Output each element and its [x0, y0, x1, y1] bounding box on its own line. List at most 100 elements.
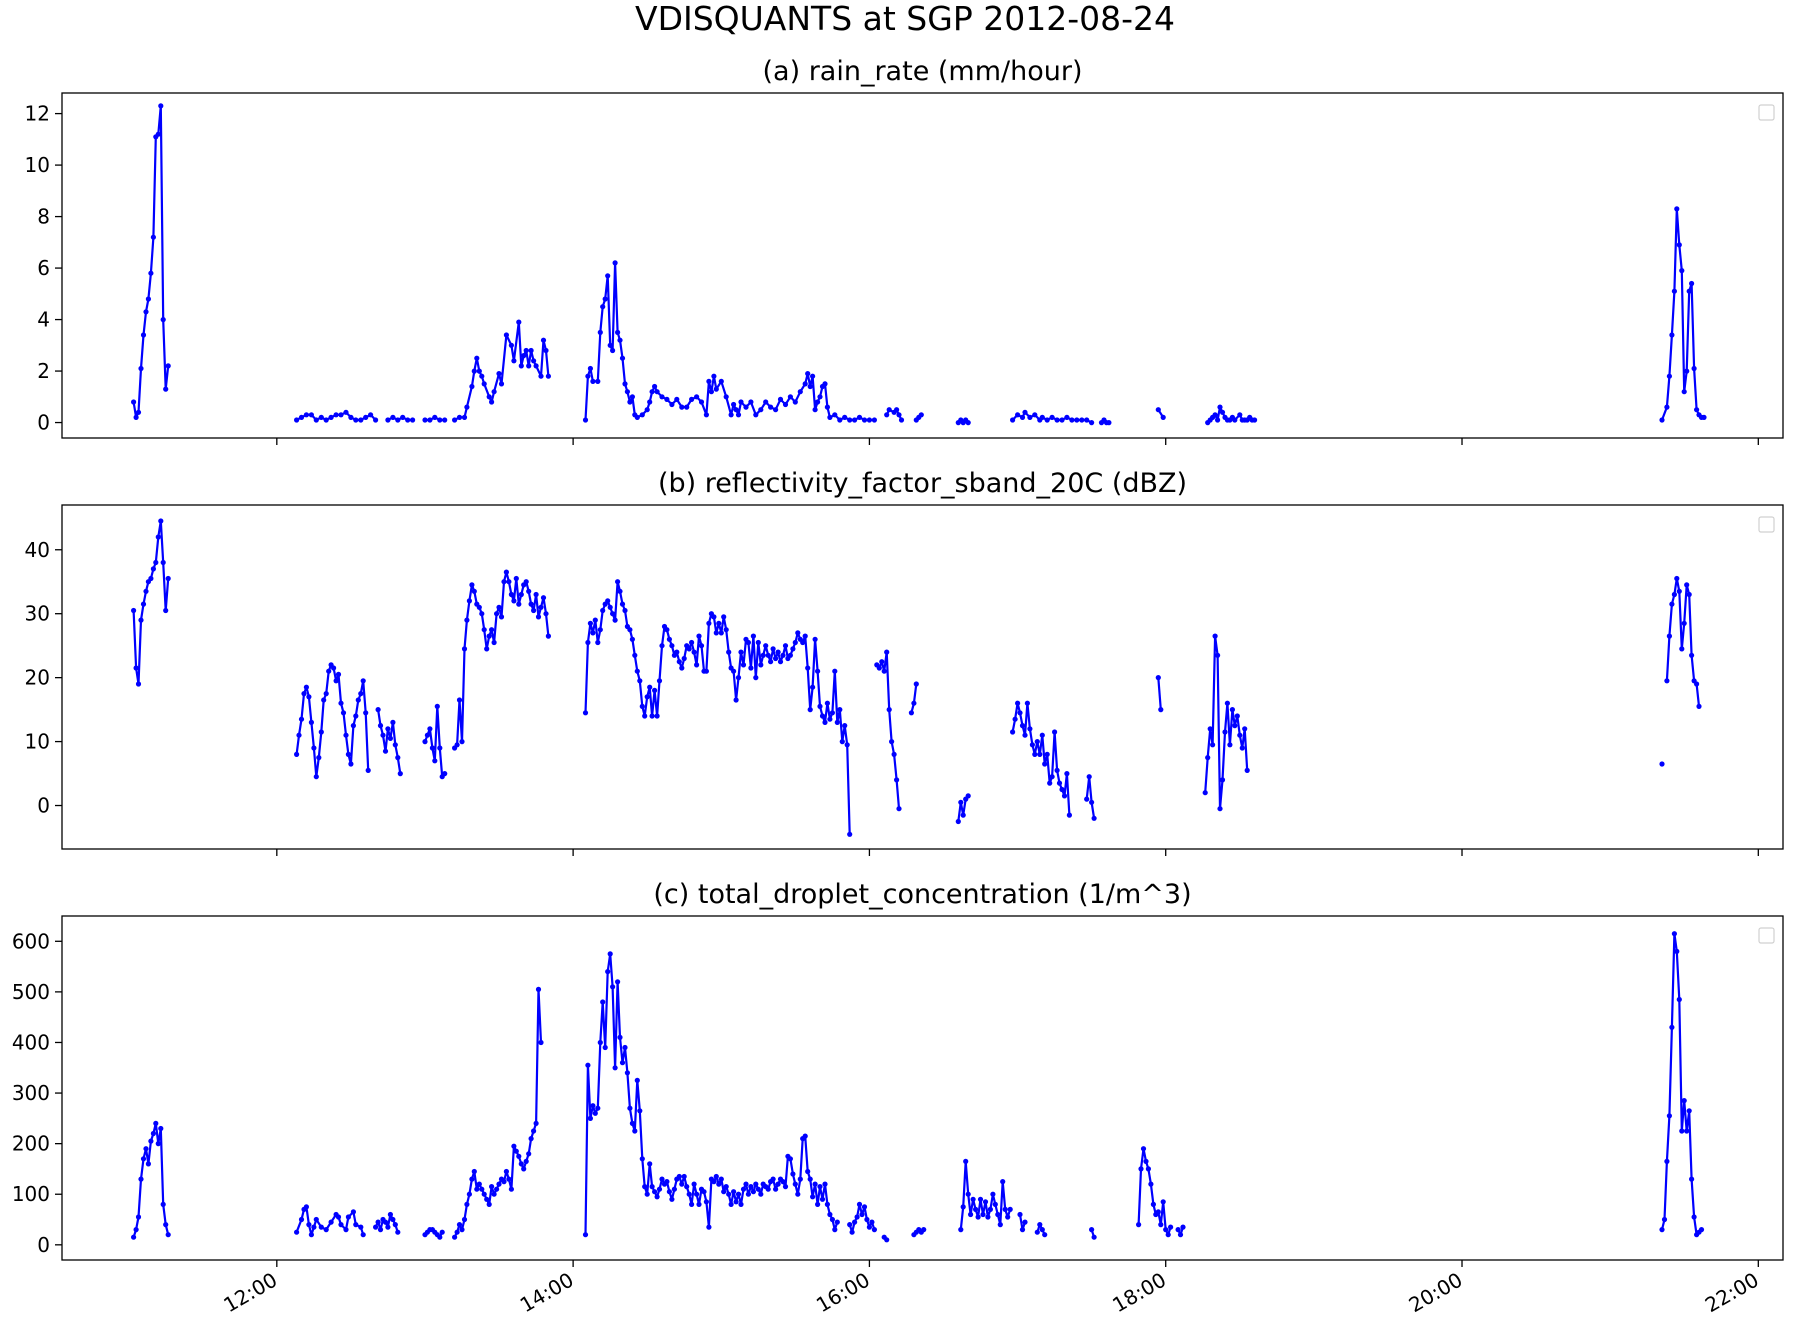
- data-point: [644, 407, 650, 413]
- data-point: [385, 417, 391, 423]
- data-point: [135, 681, 142, 687]
- data-point: [135, 1214, 142, 1220]
- data-point: [743, 1181, 749, 1187]
- data-point: [343, 1227, 349, 1233]
- data-point: [437, 417, 443, 423]
- data-point: [1676, 242, 1682, 248]
- data-point: [326, 668, 332, 674]
- data-point: [506, 579, 512, 585]
- data-point: [331, 665, 337, 671]
- data-point: [1032, 751, 1038, 758]
- data-point: [345, 751, 351, 758]
- data-point: [649, 389, 655, 395]
- data-point: [489, 399, 495, 405]
- data-point: [390, 1216, 396, 1223]
- data-point: [958, 1227, 964, 1233]
- data-point: [760, 652, 766, 658]
- series-group: [131, 518, 1702, 837]
- data-point: [844, 742, 850, 748]
- data-point: [1177, 1232, 1184, 1238]
- data-point: [153, 559, 159, 566]
- data-point: [587, 620, 594, 626]
- data-point: [592, 1110, 598, 1116]
- data-point: [1659, 761, 1665, 767]
- data-point: [133, 414, 139, 420]
- data-point: [740, 1186, 747, 1192]
- data-point: [1044, 751, 1050, 758]
- data-point: [333, 678, 339, 684]
- data-point: [491, 639, 497, 646]
- data-point: [1010, 729, 1016, 735]
- data-point: [392, 742, 398, 748]
- data-point: [1202, 790, 1208, 796]
- data-point: [1145, 1166, 1151, 1172]
- series-group: [131, 931, 1705, 1243]
- data-point: [775, 1181, 781, 1187]
- data-point: [615, 329, 621, 335]
- data-point: [1666, 373, 1672, 379]
- data-point: [822, 381, 828, 387]
- data-point: [538, 604, 544, 610]
- data-point: [1205, 755, 1211, 761]
- data-point: [1064, 414, 1070, 420]
- data-point: [590, 378, 596, 384]
- data-point: [748, 1184, 754, 1190]
- data-point: [1084, 796, 1090, 802]
- legend-box: [1758, 104, 1775, 121]
- data-point: [491, 1191, 497, 1197]
- y-tick-label: 600: [12, 929, 50, 953]
- data-point: [1007, 1206, 1013, 1212]
- panel-title: (b) reflectivity_factor_sband_20C (dBZ): [658, 468, 1187, 499]
- data-point: [533, 591, 539, 598]
- data-point: [461, 414, 468, 420]
- data-point: [773, 407, 779, 413]
- data-point: [1079, 417, 1085, 423]
- data-point: [1215, 652, 1221, 658]
- data-point: [698, 643, 705, 649]
- data-point: [516, 319, 522, 325]
- data-point: [1674, 575, 1680, 582]
- data-point: [718, 378, 724, 384]
- data-point: [590, 1103, 596, 1109]
- data-point: [968, 1211, 974, 1218]
- data-point: [822, 719, 828, 726]
- panel-1: (a) rain_rate (mm/hour) 0 2 4 6 8 10 12: [25, 56, 1784, 445]
- data-point: [1671, 288, 1677, 294]
- data-point: [1679, 646, 1685, 652]
- data-point: [777, 659, 784, 665]
- data-point: [1086, 774, 1092, 780]
- data-point: [753, 1181, 759, 1187]
- data-point: [528, 1136, 534, 1142]
- panel-2: (b) reflectivity_factor_sband_20C (dBZ) 0…: [25, 468, 1784, 856]
- data-point: [634, 1077, 640, 1083]
- data-point: [854, 1214, 860, 1220]
- data-point: [385, 1224, 391, 1230]
- data-point: [847, 417, 853, 423]
- data-point: [619, 601, 626, 607]
- data-point: [1089, 799, 1095, 805]
- data-point: [973, 1206, 979, 1212]
- data-point: [745, 1191, 752, 1197]
- data-point: [131, 1234, 137, 1240]
- data-point: [503, 1168, 509, 1175]
- data-point: [427, 726, 433, 732]
- data-point: [706, 378, 712, 384]
- data-point: [143, 1146, 149, 1152]
- data-point: [545, 373, 552, 379]
- data-point: [1666, 633, 1672, 639]
- data-point: [424, 732, 430, 738]
- data-point: [718, 630, 724, 636]
- data-point: [1679, 268, 1685, 274]
- data-point: [832, 1227, 838, 1233]
- data-point: [721, 614, 727, 620]
- data-point: [654, 713, 660, 719]
- data-point: [474, 1186, 480, 1192]
- data-point: [456, 697, 463, 703]
- data-point: [1234, 713, 1240, 719]
- data-point: [155, 534, 161, 540]
- data-point: [1684, 368, 1690, 374]
- data-point: [669, 401, 675, 408]
- data-point: [711, 373, 717, 379]
- data-point: [501, 579, 507, 585]
- data-point: [508, 342, 514, 348]
